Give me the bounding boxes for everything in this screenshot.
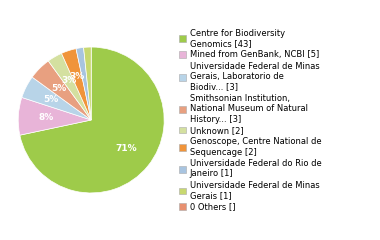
Wedge shape	[62, 49, 91, 120]
Wedge shape	[32, 61, 91, 120]
Legend: Centre for Biodiversity
Genomics [43], Mined from GenBank, NCBI [5], Universidad: Centre for Biodiversity Genomics [43], M…	[179, 29, 321, 211]
Wedge shape	[18, 97, 91, 135]
Text: 3%: 3%	[61, 76, 76, 85]
Wedge shape	[76, 48, 91, 120]
Text: 3%: 3%	[70, 72, 85, 81]
Text: 5%: 5%	[43, 95, 59, 104]
Wedge shape	[48, 53, 91, 120]
Wedge shape	[20, 47, 164, 193]
Wedge shape	[84, 47, 91, 120]
Text: 8%: 8%	[38, 113, 54, 122]
Text: 71%: 71%	[116, 144, 137, 153]
Text: 5%: 5%	[52, 84, 67, 92]
Wedge shape	[22, 77, 91, 120]
